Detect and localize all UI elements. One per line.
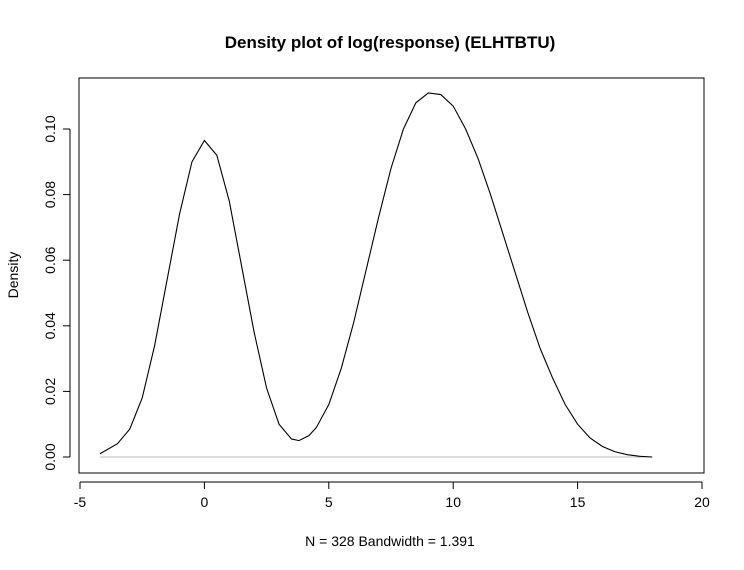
y-axis-label: Density <box>5 252 21 299</box>
x-tick-label: 10 <box>445 494 461 510</box>
x-tick-label: 20 <box>694 494 710 510</box>
x-tick-label: 15 <box>570 494 586 510</box>
y-tick-label: 0.02 <box>42 378 58 405</box>
x-axis: -5 0 5 10 15 20 <box>74 481 710 510</box>
x-tick-label: 5 <box>325 494 333 510</box>
y-axis: 0.00 0.02 0.04 0.06 0.08 0.10 <box>42 115 71 471</box>
y-tick-label: 0.04 <box>42 312 58 339</box>
y-tick-label: 0.08 <box>42 181 58 208</box>
density-curve <box>99 92 653 458</box>
y-tick-label: 0.06 <box>42 246 58 273</box>
y-tick-label: 0.10 <box>42 115 58 142</box>
chart-title: Density plot of log(response) (ELHTBTU) <box>225 33 556 52</box>
x-tick-label: 0 <box>201 494 209 510</box>
y-tick-label: 0.00 <box>42 443 58 470</box>
x-tick-label: -5 <box>74 494 87 510</box>
x-axis-label: N = 328 Bandwidth = 1.391 <box>305 533 475 549</box>
plot-frame <box>78 77 705 474</box>
